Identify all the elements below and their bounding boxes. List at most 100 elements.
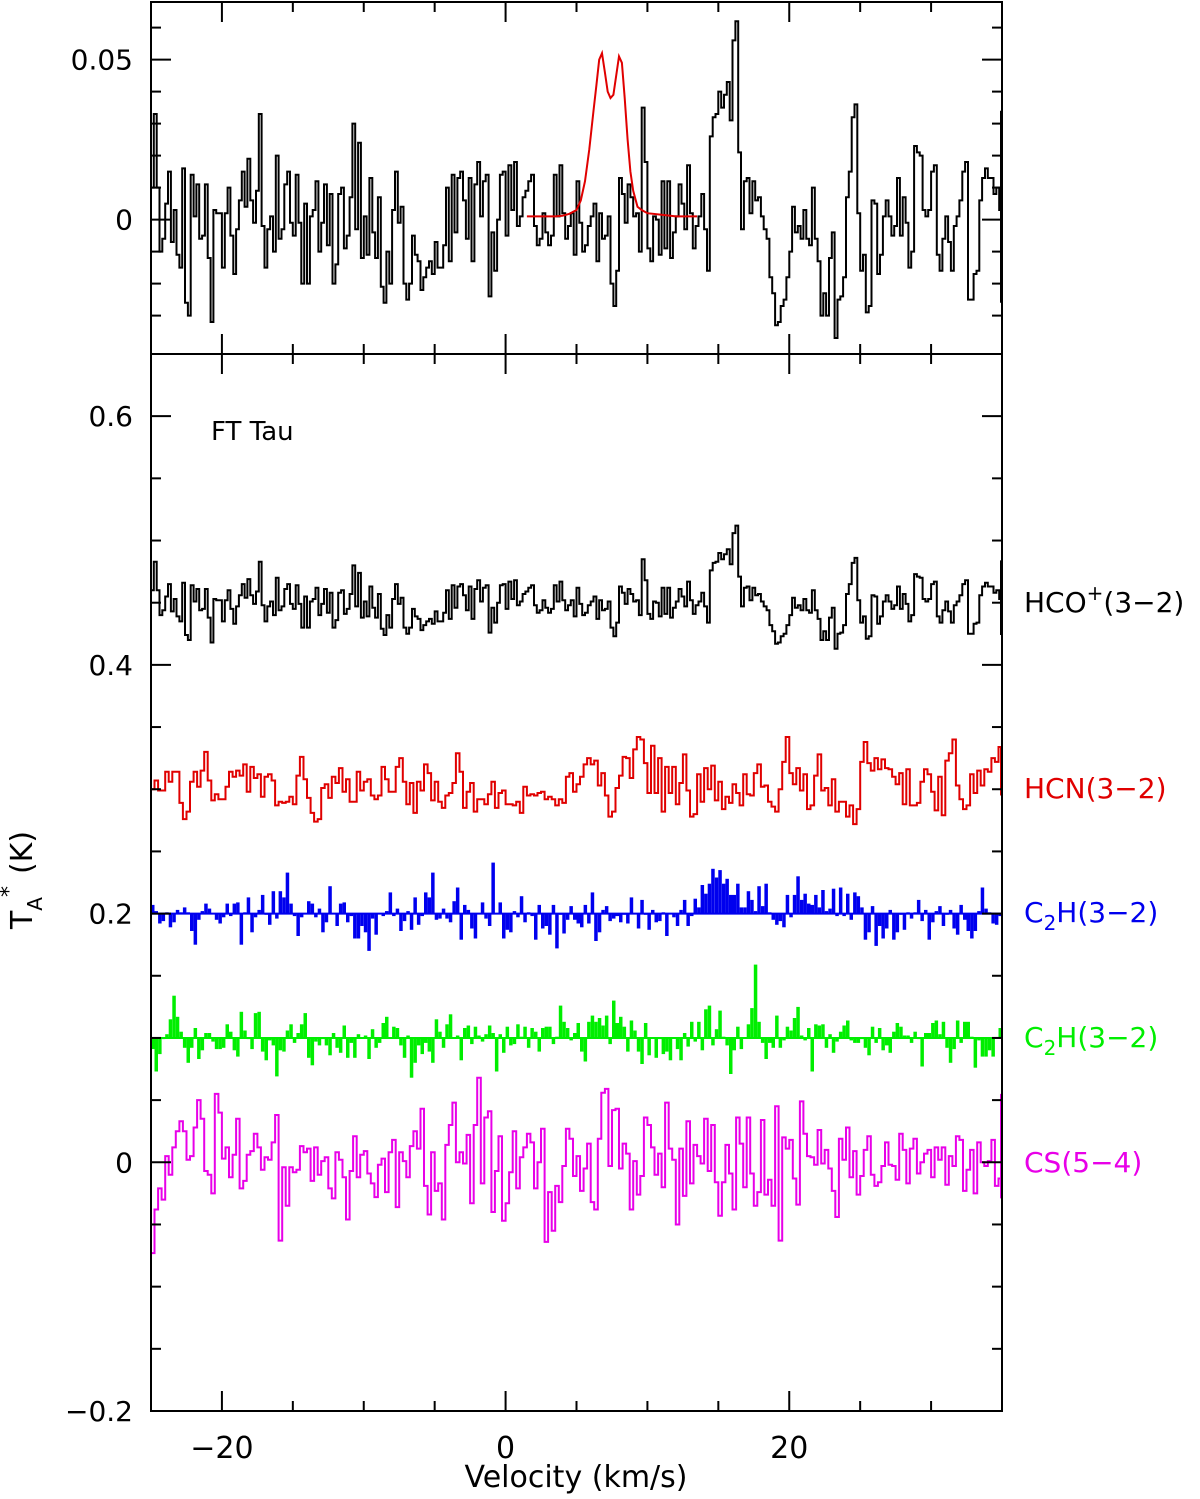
spectrum-bar	[746, 891, 751, 914]
spectrum-bar	[335, 913, 339, 926]
spectrum-bar	[984, 908, 988, 914]
spectrum-bar	[353, 1037, 357, 1058]
spectrum-bar	[530, 913, 534, 917]
spectrum-bar	[941, 1021, 946, 1038]
spectrum-bar	[604, 1015, 609, 1038]
spectrum-bar	[236, 902, 240, 914]
spectrum-bar	[867, 913, 871, 933]
spectrum-bar	[346, 913, 350, 923]
spectrum-bar	[732, 894, 736, 914]
spectrum-bar	[477, 1035, 481, 1038]
spectrum-bar	[760, 1037, 765, 1043]
spectrum-bar	[821, 890, 825, 914]
spectrum-bar	[193, 913, 198, 945]
spectrum-bar	[484, 1034, 488, 1038]
spectrum-bar	[842, 913, 846, 917]
spectrum-bar	[991, 913, 995, 924]
spectrum-bar	[945, 1037, 949, 1048]
spectrum-bar	[385, 911, 389, 914]
spectrum-bars-3	[151, 964, 1002, 1078]
spectrum-bar	[782, 913, 786, 928]
spectrum-bar	[200, 911, 205, 914]
spectrum-bar	[399, 1037, 403, 1046]
spectrum-bar	[487, 913, 492, 926]
spectrum-bar	[948, 909, 953, 914]
spectrum-bar	[204, 903, 208, 914]
spectrum-bar	[406, 1035, 410, 1038]
spectrum-bar	[842, 1025, 846, 1038]
spectrum-bar	[569, 1037, 573, 1041]
spectrum-bar	[307, 901, 311, 914]
spectrum-bar	[218, 913, 222, 924]
spectrum-bar	[285, 1030, 290, 1038]
spectrum-bar	[753, 964, 758, 1038]
spectrum-bar	[966, 1021, 970, 1038]
spectrum-bar	[324, 1037, 329, 1046]
spectrum-bar	[580, 1037, 584, 1052]
spectrum-bar	[551, 1037, 556, 1045]
spectrum-bar	[789, 1030, 793, 1038]
series-label: HCO+(3−2)	[1024, 581, 1184, 619]
spectrum-bar	[583, 904, 588, 914]
spectrum-bar	[395, 908, 400, 914]
spectrum-bar	[590, 1015, 595, 1038]
spectrum-bar	[977, 911, 981, 914]
spectrum-bar	[275, 913, 279, 919]
spectrum-bar	[909, 913, 914, 919]
spectrum-bar	[374, 913, 378, 935]
spectrum-bar	[892, 913, 896, 940]
spectrum-bar	[934, 911, 939, 914]
spectrum-bar	[434, 913, 439, 920]
spectrum-bar	[257, 909, 261, 914]
spectrum-bar	[413, 1037, 417, 1063]
spectrum-bar	[388, 892, 393, 914]
spectrum-bar	[214, 913, 219, 920]
spectrum-bar	[548, 1026, 552, 1038]
spectrum-bar	[867, 1037, 871, 1056]
spectrum-bar	[225, 903, 229, 914]
spectrum-bar	[158, 913, 162, 924]
y-tick-label: −0.2	[65, 1395, 133, 1428]
spectrum-bar	[849, 913, 853, 920]
spectrum-bar	[491, 862, 495, 914]
spectrum-bar	[381, 1023, 385, 1038]
spectrum-bar	[420, 913, 424, 917]
spectrum-bar	[700, 1037, 705, 1051]
spectrum-bar	[292, 913, 297, 917]
spectrum-bar	[243, 1030, 247, 1038]
spectrum-bar	[764, 1037, 768, 1059]
spectrum-bar	[370, 913, 375, 919]
spectrum-bar	[963, 913, 967, 920]
spectrum-bar	[466, 1025, 471, 1038]
spectrum-bar	[197, 913, 201, 920]
spectrum-bar	[459, 1037, 463, 1061]
spectrum-bar	[512, 911, 517, 914]
spectrum-bar	[679, 1037, 683, 1061]
spectrum-bar	[764, 883, 768, 914]
x-axis-label: Velocity (km/s)	[465, 1460, 688, 1495]
spectrum-bar	[175, 909, 180, 914]
spectrum-bar	[168, 1019, 173, 1038]
spectrum-bar	[569, 906, 573, 914]
spectrum-bar	[690, 913, 694, 917]
spectrum-bar	[271, 891, 276, 914]
spectrum-bar	[168, 913, 173, 928]
spectrum-bar	[438, 913, 442, 919]
spectrum-bar	[498, 902, 502, 914]
spectrum-bar	[152, 904, 155, 914]
spectrum-bar	[214, 1037, 219, 1050]
spectrum-bar	[700, 885, 705, 914]
spectrum-bar	[455, 887, 460, 914]
spectrum-bar	[778, 913, 783, 922]
series-label: C2H(3−2)	[1024, 896, 1158, 935]
spectrum-bar	[360, 913, 364, 926]
spectrum-bar	[707, 1005, 712, 1038]
spectrum-bars-2	[151, 862, 1002, 951]
spectrum-bar	[161, 913, 166, 922]
spectrum-bar	[604, 906, 609, 914]
spectrum-bar	[314, 913, 318, 918]
spectrum-bar	[257, 1011, 261, 1038]
spectrum-bar	[948, 1037, 953, 1063]
spectrum-bar	[448, 1014, 453, 1038]
spectrum-bar	[420, 1037, 424, 1055]
